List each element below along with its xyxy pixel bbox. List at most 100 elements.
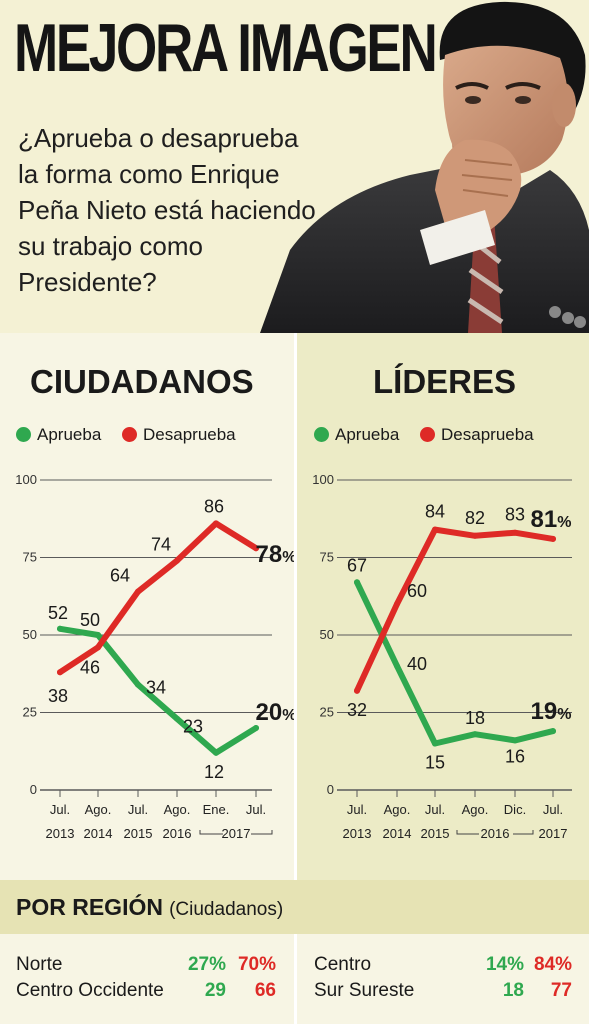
x-year-label: 2014: [383, 826, 412, 841]
y-tick-label: 75: [320, 550, 334, 565]
panel-title-lideres: LÍDERES: [373, 363, 517, 400]
data-point: [57, 669, 63, 676]
data-point: [394, 663, 400, 669]
data-label: 18: [465, 708, 485, 728]
data-point: [432, 526, 438, 533]
red-dot-icon: [122, 427, 138, 442]
data-point: [174, 557, 180, 564]
x-tick-label: Jul.: [128, 802, 148, 817]
x-tick-label: Ago.: [462, 802, 489, 817]
percent-sign: %: [557, 514, 571, 531]
x-year-label: 2013: [343, 826, 372, 841]
y-tick-label: 0: [30, 782, 37, 797]
x-year-label: 2017: [539, 826, 568, 841]
y-tick-label: 50: [23, 627, 37, 642]
data-label: 52: [48, 603, 68, 623]
region-header: POR REGIÓN (Ciudadanos): [0, 880, 589, 934]
data-point: [472, 532, 478, 539]
x-tick-label: Jul.: [50, 802, 70, 817]
data-label: 81%: [531, 506, 572, 533]
region-row: Centro Occidente 29 66: [16, 980, 278, 1004]
data-point: [174, 715, 180, 722]
series-line-desaprueba: [57, 520, 259, 676]
data-point: [550, 728, 556, 735]
x-year-label: 2014: [84, 826, 113, 841]
panel-divider: [294, 333, 297, 880]
region-desaprueba: 84%: [533, 954, 572, 975]
legend-item-desaprueba: Desaprueba: [122, 425, 236, 445]
data-point: [354, 687, 360, 694]
region-name: Centro Occidente: [16, 980, 164, 1001]
year-bracket: [456, 830, 534, 835]
data-point: [253, 545, 259, 552]
panel-ciudadanos: CIUDADANOS Aprueba Desaprueba 0 25 50 75 100…: [0, 333, 294, 880]
data-point: [57, 625, 63, 632]
region-aprueba: 27%: [187, 954, 226, 975]
x-tick-label: Ago.: [164, 802, 191, 817]
data-label: 60: [407, 581, 427, 601]
region-name: Norte: [16, 954, 63, 975]
x-tick-label: Jul.: [347, 802, 367, 817]
percent-sign: %: [282, 549, 294, 566]
legend-label-aprueba: Aprueba: [335, 425, 400, 444]
region-aprueba: 29: [204, 980, 226, 1001]
x-tick-label: Jul.: [246, 802, 266, 817]
year-bracket: [199, 830, 273, 835]
region-subtitle: (Ciudadanos): [169, 899, 284, 920]
data-label: 19%: [531, 698, 572, 725]
chart-ciudadanos: 0 25 50 75 100 Jul. Ago. Jul. Ago. Ene. Jul. 2013 20…: [15, 473, 294, 841]
data-label: 46: [80, 657, 100, 677]
legend-item-aprueba: Aprueba: [314, 425, 399, 445]
region-desaprueba: 77: [550, 980, 572, 1001]
legend-ciudadanos: Aprueba Desaprueba: [16, 425, 252, 445]
x-year-label: 2015: [124, 826, 153, 841]
legend-label-desaprueba: Desaprueba: [441, 425, 534, 444]
chart-lideres: 0 25 50 75 100 Jul. Ago. Jul. Ago. Dic. Jul. 2013 20…: [312, 473, 572, 841]
data-point: [253, 725, 259, 731]
legend-item-aprueba: Aprueba: [16, 425, 101, 445]
panel-title-ciudadanos: CIUDADANOS: [30, 363, 254, 400]
percent-sign: %: [282, 707, 294, 724]
legend-lideres: Aprueba Desaprueba: [314, 425, 550, 445]
data-point: [472, 731, 478, 738]
data-label: 32: [347, 700, 367, 720]
data-point: [213, 520, 219, 527]
data-label: 67: [347, 555, 367, 575]
data-label: 83: [505, 505, 525, 525]
data-point: [432, 740, 438, 747]
president-photo: [260, 1, 589, 333]
region-desaprueba: 70%: [237, 954, 276, 975]
x-tick-label: Jul.: [543, 802, 563, 817]
x-year-label: 2015: [421, 826, 450, 841]
data-label: 82: [465, 508, 485, 528]
region-section: POR REGIÓN (Ciudadanos) Norte 27% 70% Ce…: [0, 880, 589, 1024]
panel-lideres: LÍDERES Aprueba Desaprueba 0 25 50 75 100 Jul…: [297, 333, 589, 880]
data-label: 34: [146, 678, 166, 698]
data-label: 64: [110, 566, 130, 586]
y-tick-label: 100: [15, 473, 37, 487]
data-point: [354, 579, 360, 586]
x-tick-label: Ago.: [85, 802, 112, 817]
data-label: 86: [204, 496, 224, 516]
data-label: 12: [204, 762, 224, 782]
data-point: [95, 632, 101, 638]
region-aprueba: 18: [502, 980, 524, 1001]
region-desaprueba: 66: [254, 980, 276, 1001]
region-name: Centro: [314, 954, 372, 975]
data-label: 40: [407, 654, 427, 674]
y-tick-label: 50: [320, 627, 334, 642]
region-aprueba: 14%: [485, 954, 524, 975]
green-dot-icon: [16, 427, 31, 442]
data-point: [512, 737, 518, 744]
series-line-aprueba: [354, 579, 556, 747]
data-label: 23: [183, 717, 203, 737]
region-title-main: POR REGIÓN: [16, 894, 163, 920]
data-label: 84: [425, 502, 445, 522]
data-point: [550, 535, 556, 542]
region-row: Norte 27% 70%: [16, 954, 278, 978]
x-year-label: 2016: [163, 826, 192, 841]
page-title: MEJORA IMAGEN: [14, 10, 438, 86]
x-tick-label: Ene.: [203, 802, 230, 817]
y-tick-label: 0: [327, 782, 334, 797]
data-label: 16: [505, 746, 525, 766]
